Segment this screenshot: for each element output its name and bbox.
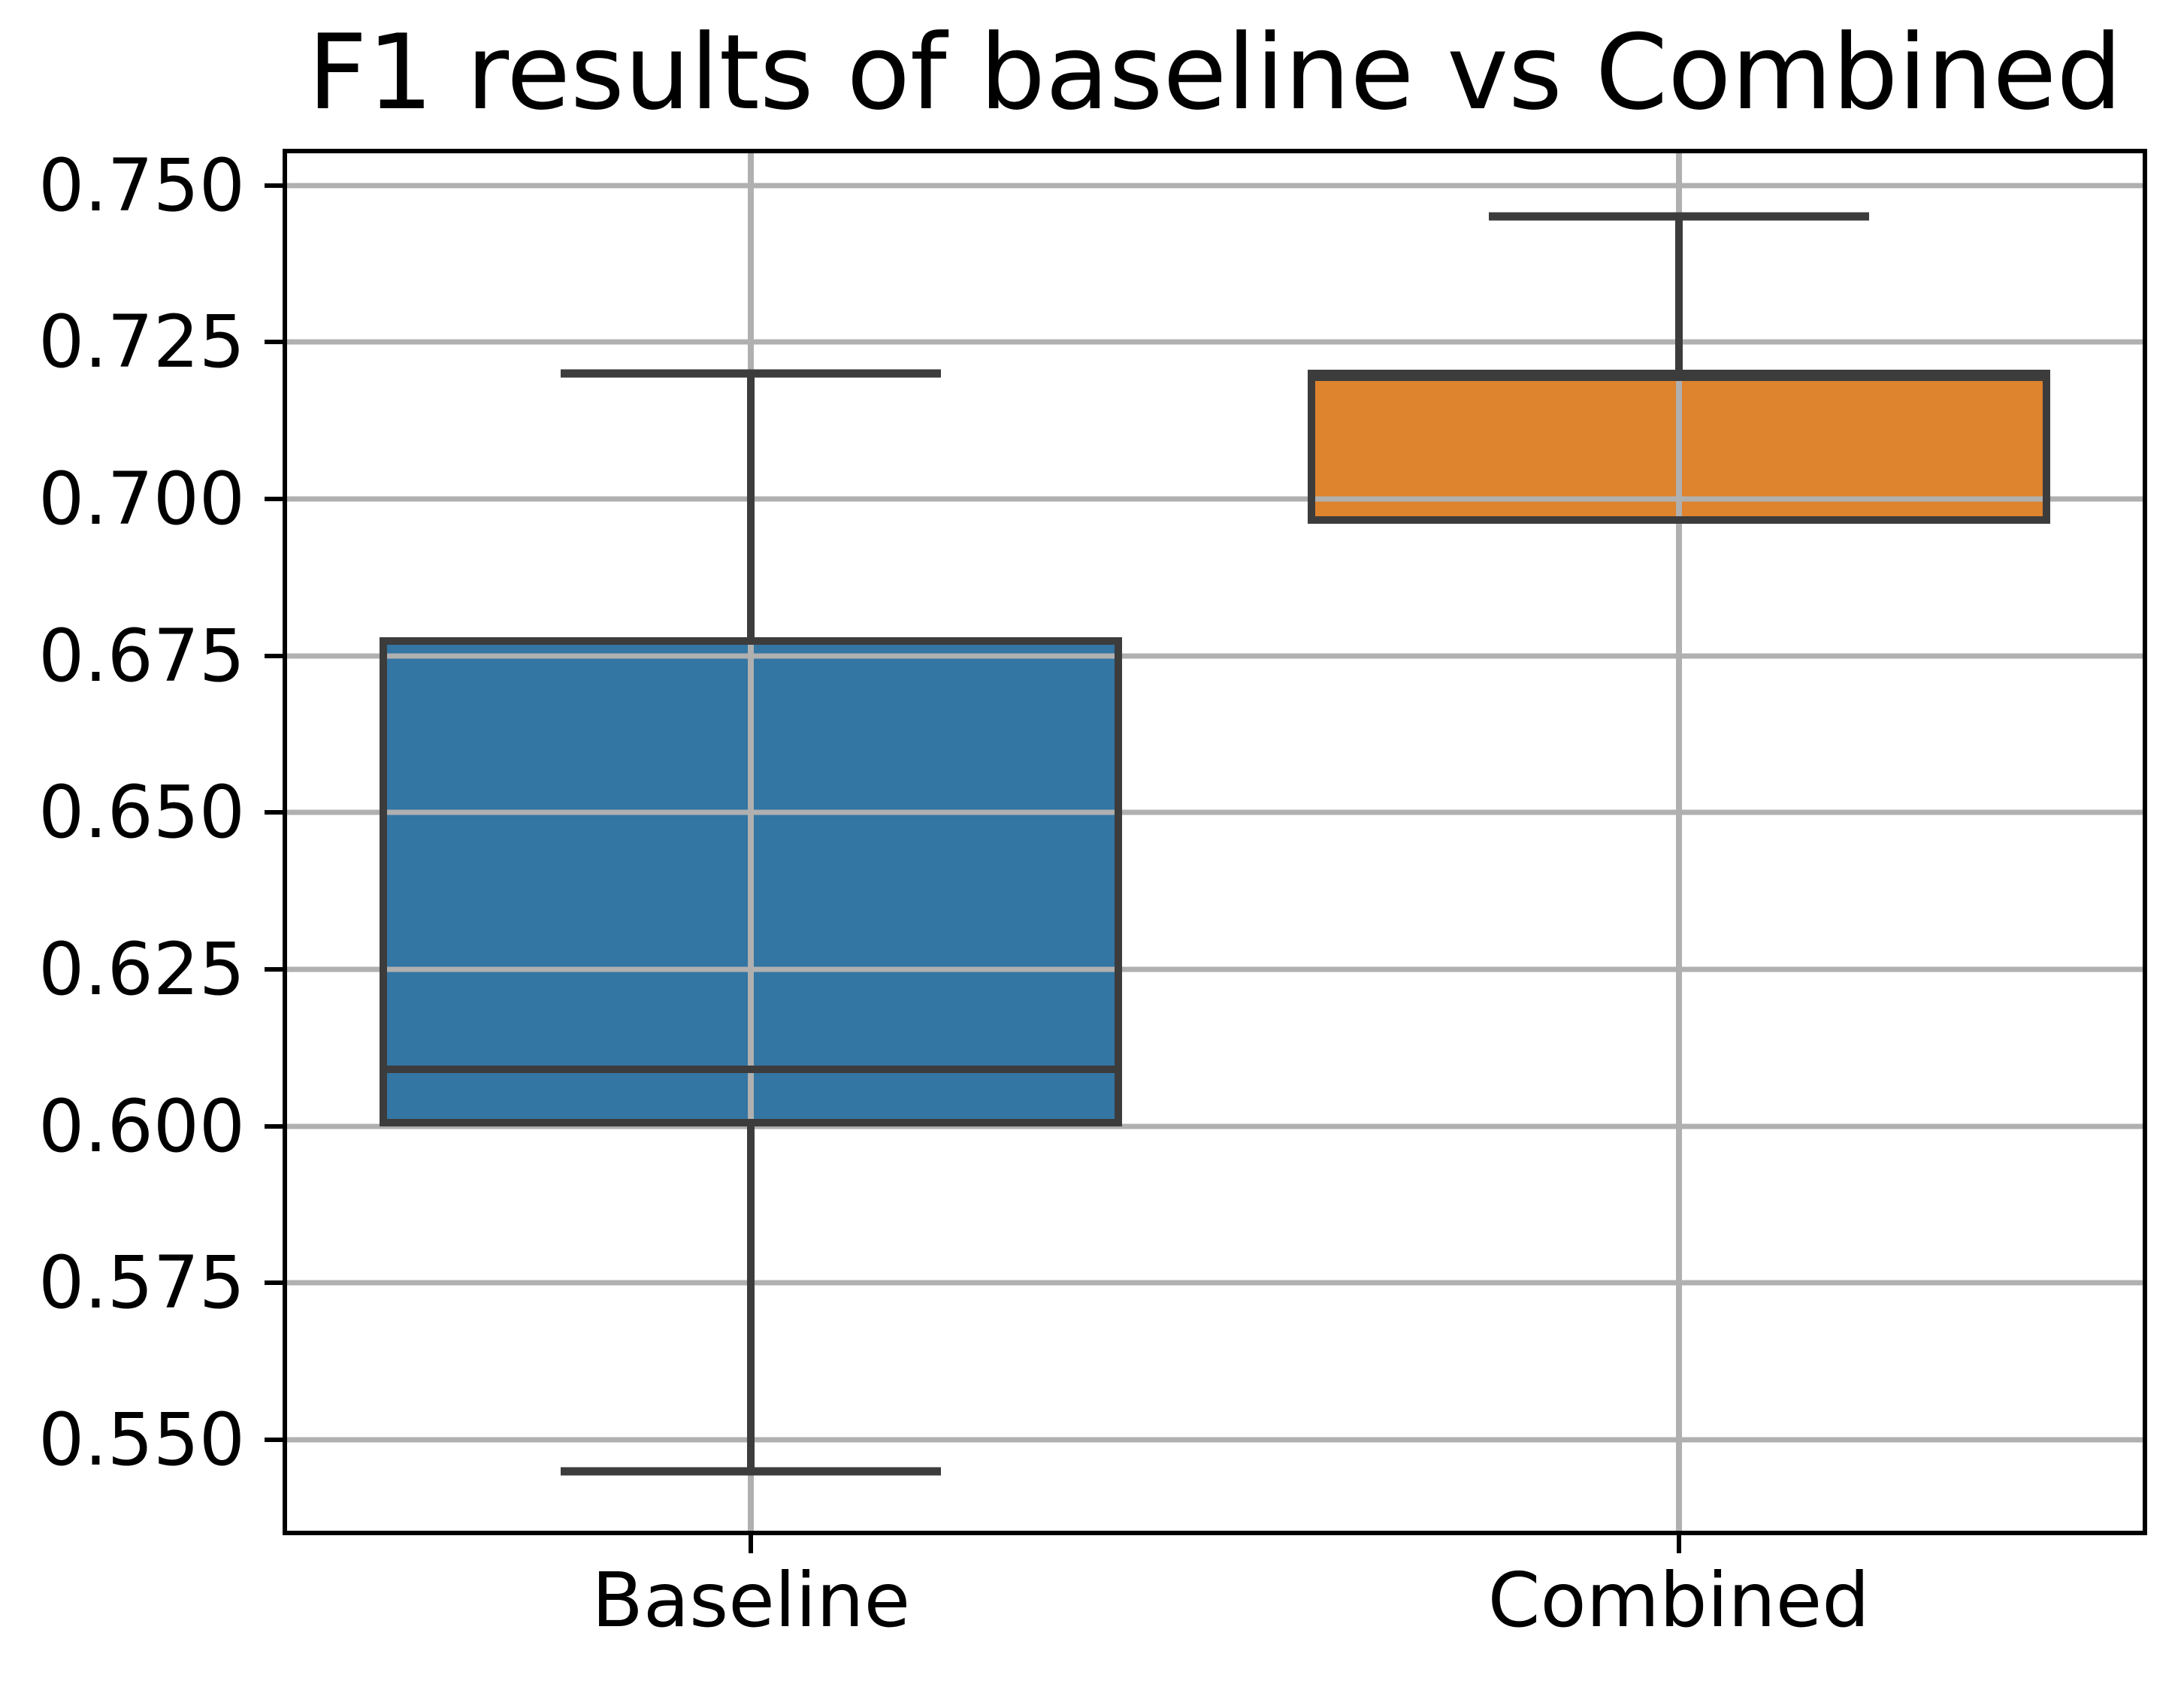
chart-title: F1 results of baseline vs Combined (307, 12, 2122, 133)
y-tick-label: 0.575 (38, 1241, 245, 1326)
y-tick-label: 0.750 (38, 143, 245, 228)
y-tick-mark (264, 966, 287, 972)
upper-whisker (1674, 216, 1683, 373)
plot-area: 0.750 0.725 0.700 0.675 0.650 0.625 0.600 0.575… (38, 148, 2147, 1641)
box-baseline (380, 636, 1122, 1126)
y-gridline (286, 1123, 2143, 1129)
y-gridline (286, 1437, 2143, 1443)
y-tick-mark (264, 810, 287, 815)
y-tick-label: 0.700 (38, 456, 245, 541)
y-tick-label: 0.550 (38, 1397, 245, 1482)
y-tick-label: 0.650 (38, 770, 245, 855)
y-tick-mark (264, 1123, 287, 1129)
x-axis-label: Combined (1487, 1556, 1870, 1644)
x-tick-mark (1676, 1530, 1681, 1553)
y-tick-label: 0.725 (38, 300, 245, 385)
y-tick-mark (264, 1280, 287, 1286)
y-tick-mark (264, 653, 287, 658)
y-tick-label: 0.675 (38, 613, 245, 698)
y-tick-mark (264, 1437, 287, 1442)
y-gridline (286, 966, 2143, 972)
y-tick-label: 0.600 (38, 1084, 245, 1169)
y-gridline (286, 183, 2143, 189)
median-line (1307, 369, 2050, 377)
lower-whisker (747, 1126, 755, 1471)
y-gridline (286, 653, 2143, 659)
median-line (380, 1066, 1122, 1074)
y-gridline (286, 809, 2143, 815)
box-combined (1307, 373, 2050, 525)
y-tick-mark (264, 496, 287, 501)
y-gridline (286, 496, 2143, 502)
upper-whisker-cap (1488, 212, 1869, 221)
x-gridline (748, 153, 755, 1531)
y-tick-mark (264, 340, 287, 345)
x-tick-mark (749, 1530, 754, 1553)
y-gridline (286, 1280, 2143, 1286)
lower-whisker-cap (561, 1467, 942, 1476)
y-tick-mark (264, 183, 287, 188)
upper-whisker (747, 373, 755, 637)
y-gridline (286, 339, 2143, 345)
y-tick-label: 0.625 (38, 927, 245, 1011)
x-gridline (1675, 153, 1682, 1531)
upper-whisker-cap (561, 369, 942, 378)
x-axis-label: Baseline (591, 1556, 911, 1644)
